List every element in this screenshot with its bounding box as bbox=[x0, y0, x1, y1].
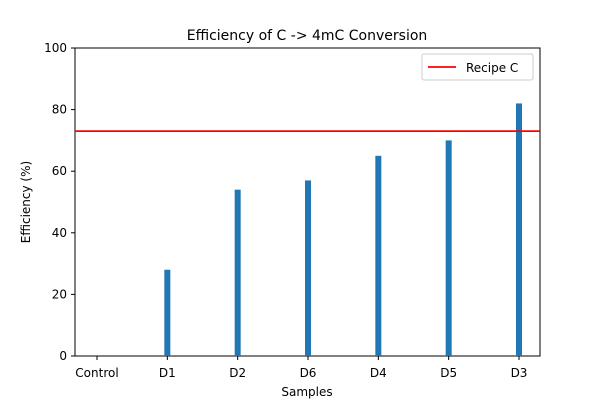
x-axis: Control D1 D2 D6 D4 D5 D3 bbox=[75, 356, 527, 380]
bar-d1 bbox=[164, 269, 171, 356]
x-tick-label-d1: D1 bbox=[159, 366, 176, 380]
y-axis: 0 20 40 60 80 100 bbox=[44, 41, 75, 363]
legend: Recipe C bbox=[421, 53, 534, 81]
bar-d6 bbox=[305, 180, 311, 356]
legend-label: Recipe C bbox=[466, 61, 518, 75]
y-tick-label-20: 20 bbox=[52, 287, 67, 301]
x-tick-label-d4: D4 bbox=[370, 366, 387, 380]
y-tick-label-100: 100 bbox=[44, 41, 67, 55]
x-tick-label-control: Control bbox=[75, 366, 118, 380]
bar-d2 bbox=[234, 189, 241, 356]
y-tick-label-80: 80 bbox=[52, 103, 67, 117]
plot-area bbox=[74, 47, 541, 357]
legend-box bbox=[421, 53, 534, 81]
x-tick-label-d6: D6 bbox=[300, 366, 317, 380]
y-tick-label-0: 0 bbox=[59, 349, 67, 363]
y-axis-label: Efficiency (%) bbox=[19, 161, 33, 243]
x-tick-label-d2: D2 bbox=[229, 366, 246, 380]
y-tick-label-40: 40 bbox=[52, 226, 67, 240]
y-tick-label-60: 60 bbox=[52, 164, 67, 178]
chart-title: Efficiency of C -> 4mC Conversion bbox=[187, 28, 428, 44]
bars-group bbox=[164, 103, 522, 356]
x-tick-label-d3: D3 bbox=[511, 366, 528, 380]
bar-d4 bbox=[375, 155, 382, 356]
bar-d3 bbox=[516, 103, 522, 356]
bar-d5 bbox=[445, 140, 452, 356]
x-tick-label-d5: D5 bbox=[440, 366, 457, 380]
x-axis-label: Samples bbox=[281, 385, 332, 399]
